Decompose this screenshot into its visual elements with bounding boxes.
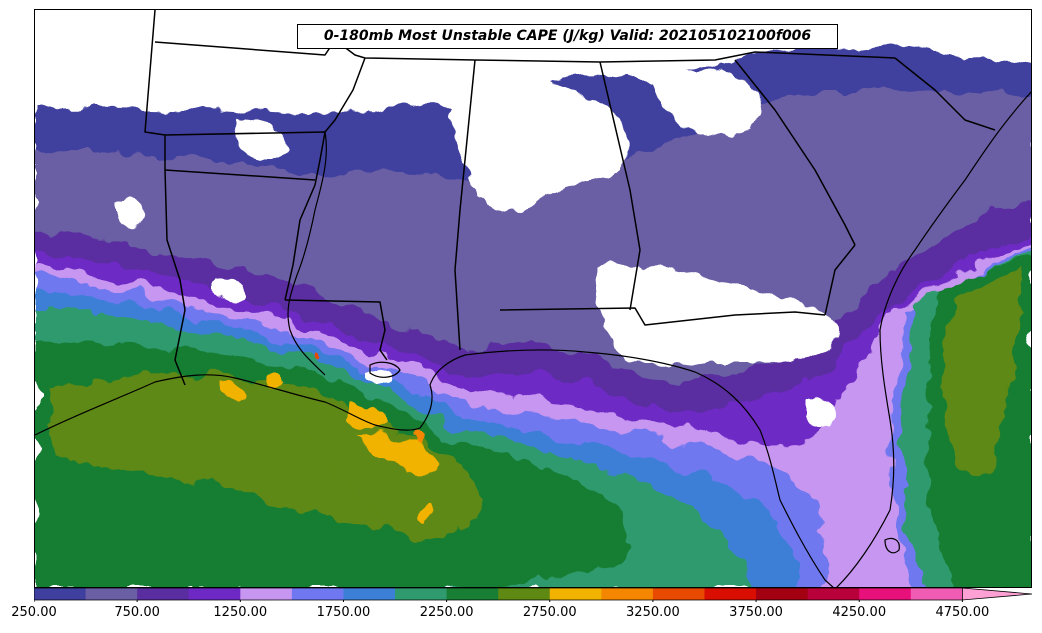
colorbar-swatch bbox=[549, 588, 602, 600]
cape-band-3000 bbox=[412, 435, 424, 447]
state-boundaries bbox=[144, 10, 996, 386]
colorbar-tick-label: 1250.00 bbox=[213, 605, 268, 620]
alabama-florida-border bbox=[499, 307, 826, 326]
oklahoma-texas-border bbox=[144, 10, 166, 170]
clear-area-florida bbox=[805, 398, 836, 428]
cape-contour-map bbox=[35, 10, 1031, 587]
colorbar-tick-label: 4250.00 bbox=[832, 605, 887, 620]
louisiana-north-border bbox=[164, 169, 316, 181]
clear-area-mississippi bbox=[451, 70, 627, 213]
colorbar-swatch bbox=[859, 588, 912, 600]
cape-band-2750-b bbox=[347, 404, 439, 474]
colorbar-swatch bbox=[137, 588, 190, 600]
colorbar-extension-arrow bbox=[961, 588, 1033, 601]
colorbar-swatch bbox=[498, 588, 551, 600]
cape-fill-layer bbox=[35, 43, 1031, 587]
colorbar-swatch bbox=[601, 588, 654, 600]
clear-area-texas bbox=[115, 198, 246, 303]
georgia-south-carolina-border bbox=[734, 59, 856, 246]
colorbar-tick-label: 3750.00 bbox=[729, 605, 783, 620]
gulf-coast bbox=[35, 349, 834, 587]
alabama-georgia-border bbox=[599, 61, 641, 311]
colorbar-swatch bbox=[652, 588, 705, 600]
cape-band-2750 bbox=[215, 374, 281, 404]
lake-pontchartrain bbox=[369, 361, 401, 378]
mississippi-river bbox=[287, 131, 327, 376]
colorbar-swatch bbox=[85, 588, 138, 600]
atlantic-coast bbox=[836, 91, 1031, 587]
colorbar-swatch bbox=[343, 588, 396, 600]
colorbar-tick-label: 750.00 bbox=[114, 605, 160, 620]
colorbar-tick-label: 2750.00 bbox=[522, 605, 577, 620]
cape-band-2500-east bbox=[943, 271, 1025, 478]
mississippi-alabama-border bbox=[454, 59, 476, 351]
north-carolina-south-carolina-border bbox=[894, 57, 996, 131]
colorbar-outline bbox=[34, 588, 963, 601]
colorbar-swatch bbox=[446, 588, 499, 600]
colorbar-tick-labels: 250.00 750.00 1250.00 1750.00 2250.00 2750.00… bbox=[0, 605, 1042, 625]
colorbar-tick-label: 2250.00 bbox=[419, 605, 474, 620]
cape-band-2750-c bbox=[419, 503, 432, 520]
clear-area-arkansas bbox=[235, 119, 286, 160]
colorbar-swatch bbox=[291, 588, 344, 600]
clear-area-alabama-south bbox=[593, 263, 838, 367]
colorbar-swatch bbox=[188, 588, 241, 600]
colorbar-swatch bbox=[807, 588, 860, 600]
map-title: 0-180mb Most Unstable CAPE (J/kg) Valid:… bbox=[297, 24, 838, 49]
louisiana-mississippi-border bbox=[284, 299, 388, 361]
colorbar-swatch bbox=[240, 588, 293, 600]
colorbar-swatch bbox=[395, 588, 448, 600]
map-panel: 0-180mb Most Unstable CAPE (J/kg) Valid:… bbox=[34, 9, 1032, 588]
clear-area-ms-delta bbox=[365, 368, 394, 388]
cape-band-4000-spot bbox=[316, 355, 322, 361]
coastlines bbox=[35, 91, 1031, 587]
colorbar bbox=[34, 588, 1033, 602]
texas-louisiana-border bbox=[164, 169, 186, 386]
colorbar-swatch bbox=[910, 588, 963, 600]
colorbar-swatch bbox=[34, 588, 87, 600]
georgia-florida-border bbox=[824, 244, 856, 316]
colorbar-swatch bbox=[756, 588, 809, 600]
lake-okeechobee bbox=[884, 537, 900, 554]
colorbar-tick-label: 250.00 bbox=[11, 605, 57, 620]
colorbar-tick-label: 4750.00 bbox=[935, 605, 990, 620]
clear-area-georgia bbox=[653, 68, 759, 137]
colorbar-tick-label: 3250.00 bbox=[626, 605, 680, 620]
colorbar-swatch bbox=[704, 588, 757, 600]
tennessee-mississippi-border bbox=[324, 57, 366, 133]
colorbar-tick-label: 1750.00 bbox=[316, 605, 371, 620]
